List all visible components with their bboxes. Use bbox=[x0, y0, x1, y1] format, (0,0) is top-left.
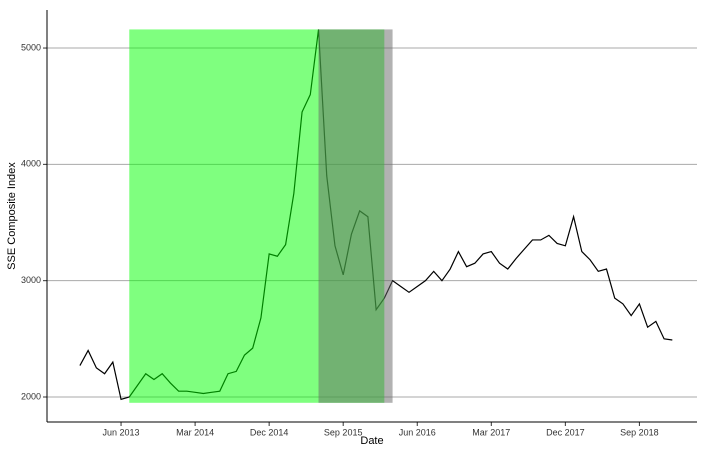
x-tick-label: Jun 2013 bbox=[103, 427, 140, 437]
y-tick-label: 3000 bbox=[21, 275, 41, 285]
y-tick-label: 5000 bbox=[21, 42, 41, 52]
x-axis-label: Date bbox=[360, 435, 383, 447]
y-axis-label: SSE Composite Index bbox=[6, 162, 18, 270]
shaded-region bbox=[318, 29, 393, 403]
x-tick-label: Dec 2017 bbox=[546, 427, 585, 437]
y-tick-label: 4000 bbox=[21, 159, 41, 169]
x-tick-label: Jun 2016 bbox=[399, 427, 436, 437]
x-tick-label: Mar 2017 bbox=[472, 427, 510, 437]
x-tick-label: Mar 2014 bbox=[176, 427, 214, 437]
x-tick-label: Sep 2018 bbox=[620, 427, 659, 437]
x-tick-label: Sep 2015 bbox=[324, 427, 363, 437]
y-tick-label: 2000 bbox=[21, 391, 41, 401]
x-tick-label: Dec 2014 bbox=[250, 427, 289, 437]
